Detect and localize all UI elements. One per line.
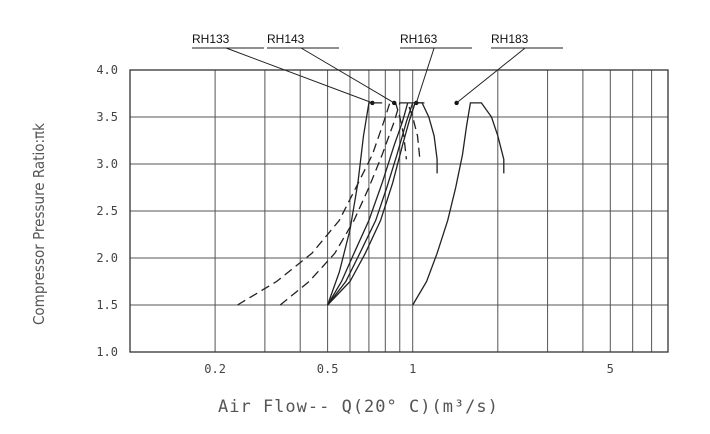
series-label-rh133: RH133 xyxy=(192,32,230,46)
series-leader-rh183 xyxy=(456,47,526,104)
series-line-rh143 xyxy=(279,102,421,306)
y-tick-label: 3.0 xyxy=(96,157,118,171)
y-tick-label: 1.5 xyxy=(96,298,118,312)
surge-line xyxy=(326,102,383,306)
y-axis-label: Compressor Pressure Ratio:πk xyxy=(30,123,48,325)
series-leader-lines xyxy=(192,47,563,104)
surge-line xyxy=(327,102,425,306)
y-tick-labels: 1.0 1.5 2.0 2.5 3.0 3.5 4.0 xyxy=(96,63,118,359)
series-label-rh183: RH183 xyxy=(491,32,529,46)
series-line-rh163 xyxy=(327,102,438,306)
x-tick-label: 5 xyxy=(607,362,614,376)
y-tick-label: 1.0 xyxy=(96,345,118,359)
series-line-rh133 xyxy=(237,102,408,306)
x-tick-label: 0.2 xyxy=(204,362,226,376)
surge-line xyxy=(327,102,413,306)
x-tick-labels: 0.2 0.5 1 5 xyxy=(204,362,614,376)
series-label-rh143: RH143 xyxy=(267,32,305,46)
series-leader-rh163 xyxy=(415,47,435,104)
x-tick-label: 1 xyxy=(409,362,416,376)
series-labels: RH133 RH143 RH163 RH183 xyxy=(192,32,529,46)
y-tick-label: 2.0 xyxy=(96,251,118,265)
x-axis-label: Air Flow-- Q(20° C)(m³/s) xyxy=(218,397,499,417)
y-tick-label: 3.5 xyxy=(96,110,118,124)
grid-lines xyxy=(130,69,669,353)
series-marker-rh143 xyxy=(391,100,397,106)
series-leader-rh133 xyxy=(225,47,373,104)
series-line-rh183 xyxy=(412,102,505,306)
y-tick-label: 4.0 xyxy=(96,63,118,77)
y-tick-label: 2.5 xyxy=(96,204,118,218)
x-tick-label: 0.5 xyxy=(317,362,339,376)
series-leader-rh143 xyxy=(300,47,395,104)
plot-frame xyxy=(129,69,669,353)
series-label-rh163: RH163 xyxy=(400,32,438,46)
series-curves xyxy=(237,100,505,306)
